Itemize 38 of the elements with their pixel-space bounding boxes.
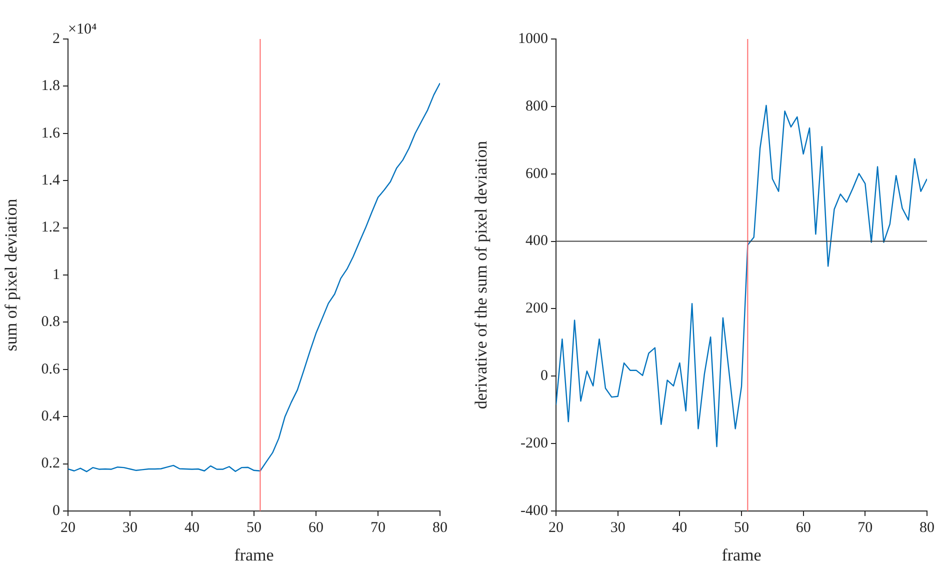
y-axis-title: derivative of the sum of pixel deviation: [472, 140, 491, 410]
y-tick-label: 1000: [518, 30, 548, 47]
y-tick-label: 0.2: [41, 456, 60, 472]
y-tick-label: -400: [520, 502, 548, 519]
y-tick-label: 400: [526, 233, 548, 250]
x-tick-label: 60: [796, 520, 811, 536]
x-tick-label: 40: [184, 520, 200, 536]
x-tick-label: 50: [246, 520, 262, 536]
x-axis-title: frame: [234, 545, 274, 564]
y-axis-title: sum of pixel deviation: [2, 198, 21, 352]
y-tick-label: 0.8: [41, 314, 60, 330]
x-tick-label: 20: [548, 520, 564, 536]
text: ×10⁴: [68, 21, 97, 38]
x-tick-label: 60: [308, 520, 324, 536]
y-tick-label: -200: [520, 436, 548, 452]
y-tick-label: 1: [52, 266, 60, 283]
y-tick-label: 1.8: [41, 78, 60, 94]
y-tick-label: 0: [540, 368, 548, 384]
x-tick-label: 20: [60, 520, 76, 536]
x-tick-label: 30: [610, 520, 626, 536]
x-tick-label: 40: [672, 520, 688, 536]
y-tick-label: 1.6: [41, 125, 60, 142]
x-axis-title: frame: [722, 545, 762, 564]
y-tick-label: 800: [526, 98, 548, 114]
x-tick-label: 80: [920, 520, 934, 536]
y-tick-label: 1.4: [41, 172, 60, 189]
y-tick-label: 0.6: [41, 361, 60, 378]
y-tick-label: 200: [526, 300, 548, 317]
x-tick-label: 30: [122, 520, 138, 536]
y-tick-label: 2: [52, 30, 60, 47]
x-tick-label: 80: [432, 520, 448, 536]
y-tick-label: 600: [526, 166, 548, 182]
x-tick-label: 70: [858, 520, 873, 536]
y-tick-label: 1.2: [41, 220, 60, 236]
y-tick-label: 0.4: [41, 408, 60, 425]
x-tick-label: 70: [370, 520, 386, 536]
y-tick-label: 0: [52, 502, 60, 519]
x-tick-label: 50: [734, 520, 749, 536]
